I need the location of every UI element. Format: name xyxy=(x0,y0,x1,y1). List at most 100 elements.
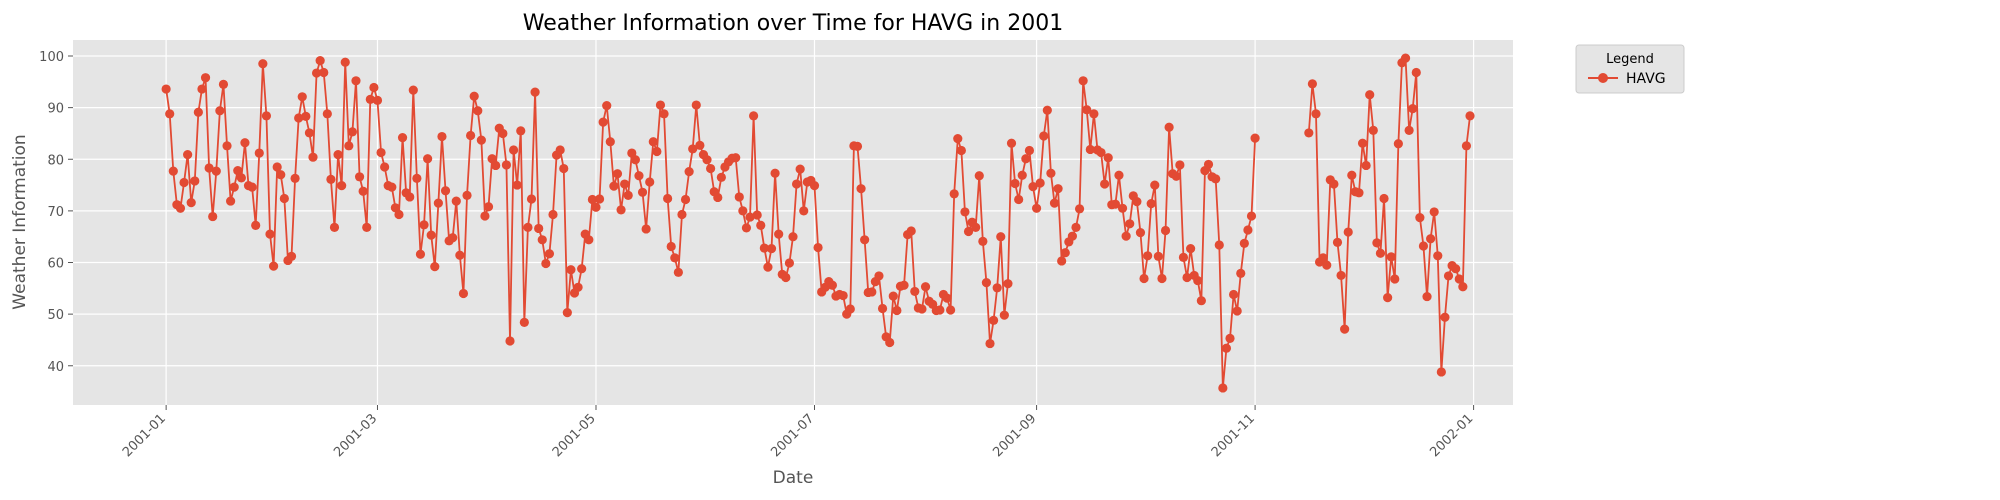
data-point xyxy=(1182,272,1192,283)
data-point xyxy=(774,229,784,239)
data-point xyxy=(1100,179,1110,189)
data-point xyxy=(208,211,218,222)
y-tick-label: 40 xyxy=(47,360,64,375)
data-point xyxy=(602,100,612,111)
data-point xyxy=(999,310,1009,320)
data-point xyxy=(1343,227,1353,237)
data-point xyxy=(1214,240,1224,250)
data-point xyxy=(1110,199,1120,209)
data-point xyxy=(784,258,795,268)
data-point xyxy=(1458,282,1468,292)
data-point xyxy=(358,186,368,196)
data-point xyxy=(702,155,712,165)
x-tick-label: 2001-11 xyxy=(1209,411,1258,460)
data-point xyxy=(910,286,920,297)
data-point xyxy=(1336,270,1346,281)
data-point xyxy=(505,336,515,346)
data-point xyxy=(215,106,225,116)
data-point xyxy=(1426,234,1436,244)
data-point xyxy=(1010,178,1020,189)
data-point xyxy=(462,190,472,200)
data-point xyxy=(440,186,451,196)
data-point xyxy=(247,182,257,192)
data-point xyxy=(1203,159,1214,170)
data-point xyxy=(526,194,537,204)
data-point xyxy=(874,271,884,281)
data-point xyxy=(584,235,594,245)
data-point xyxy=(663,193,673,204)
data-point xyxy=(294,113,304,123)
data-point xyxy=(598,117,608,127)
data-point xyxy=(734,192,744,202)
data-point xyxy=(1035,178,1045,188)
data-point xyxy=(1157,273,1167,284)
data-point xyxy=(426,230,436,240)
data-point xyxy=(519,317,529,327)
data-point xyxy=(1225,333,1235,343)
data-point xyxy=(1117,203,1128,213)
data-point xyxy=(286,251,297,261)
data-point xyxy=(501,160,512,170)
data-point xyxy=(394,209,404,220)
x-tick-label: 2001-05 xyxy=(550,411,599,460)
data-point xyxy=(706,163,716,174)
data-point xyxy=(534,223,544,234)
data-point xyxy=(594,194,605,204)
data-point xyxy=(677,209,687,220)
data-point xyxy=(1039,131,1049,141)
data-point xyxy=(756,220,766,230)
data-point xyxy=(175,203,186,213)
data-point xyxy=(942,293,952,303)
data-point xyxy=(1400,53,1411,63)
data-point xyxy=(673,267,683,277)
data-point xyxy=(641,224,651,234)
data-point xyxy=(860,235,870,245)
data-point xyxy=(885,337,895,348)
data-point xyxy=(1465,111,1475,121)
data-point xyxy=(935,305,945,315)
data-point xyxy=(953,134,963,144)
data-point xyxy=(240,138,250,148)
data-point xyxy=(279,193,289,204)
data-point xyxy=(372,95,383,105)
data-point xyxy=(365,94,375,104)
data-point xyxy=(1322,260,1332,270)
data-point xyxy=(1236,268,1246,278)
data-point xyxy=(1440,312,1450,322)
data-point xyxy=(276,170,286,180)
data-point xyxy=(1429,207,1439,217)
x-axis-label: Date xyxy=(773,468,814,488)
data-point xyxy=(308,152,318,162)
data-point xyxy=(763,262,773,272)
data-point xyxy=(985,338,995,349)
data-point xyxy=(827,280,838,290)
grid-lines xyxy=(73,40,1513,405)
data-point xyxy=(1060,248,1070,258)
data-point xyxy=(1085,144,1095,155)
data-point xyxy=(1404,125,1414,135)
data-point xyxy=(415,249,426,259)
data-point xyxy=(354,172,365,182)
data-point xyxy=(523,222,533,232)
data-point xyxy=(1135,227,1146,238)
y-tick-label: 50 xyxy=(47,308,64,323)
data-point xyxy=(1171,171,1181,181)
data-point xyxy=(1422,291,1432,302)
data-point xyxy=(165,109,175,119)
data-point xyxy=(1196,296,1206,306)
data-point xyxy=(1461,141,1472,151)
data-point xyxy=(448,233,458,243)
data-point xyxy=(666,241,676,252)
data-point xyxy=(1078,76,1088,86)
data-point xyxy=(559,163,569,174)
data-point xyxy=(304,128,315,138)
data-point xyxy=(1089,109,1099,119)
data-point xyxy=(290,173,300,183)
data-point xyxy=(799,206,809,216)
data-point xyxy=(183,150,193,160)
data-point xyxy=(480,211,490,221)
data-point xyxy=(469,91,479,101)
data-point xyxy=(1332,237,1343,247)
data-point xyxy=(1211,174,1221,184)
